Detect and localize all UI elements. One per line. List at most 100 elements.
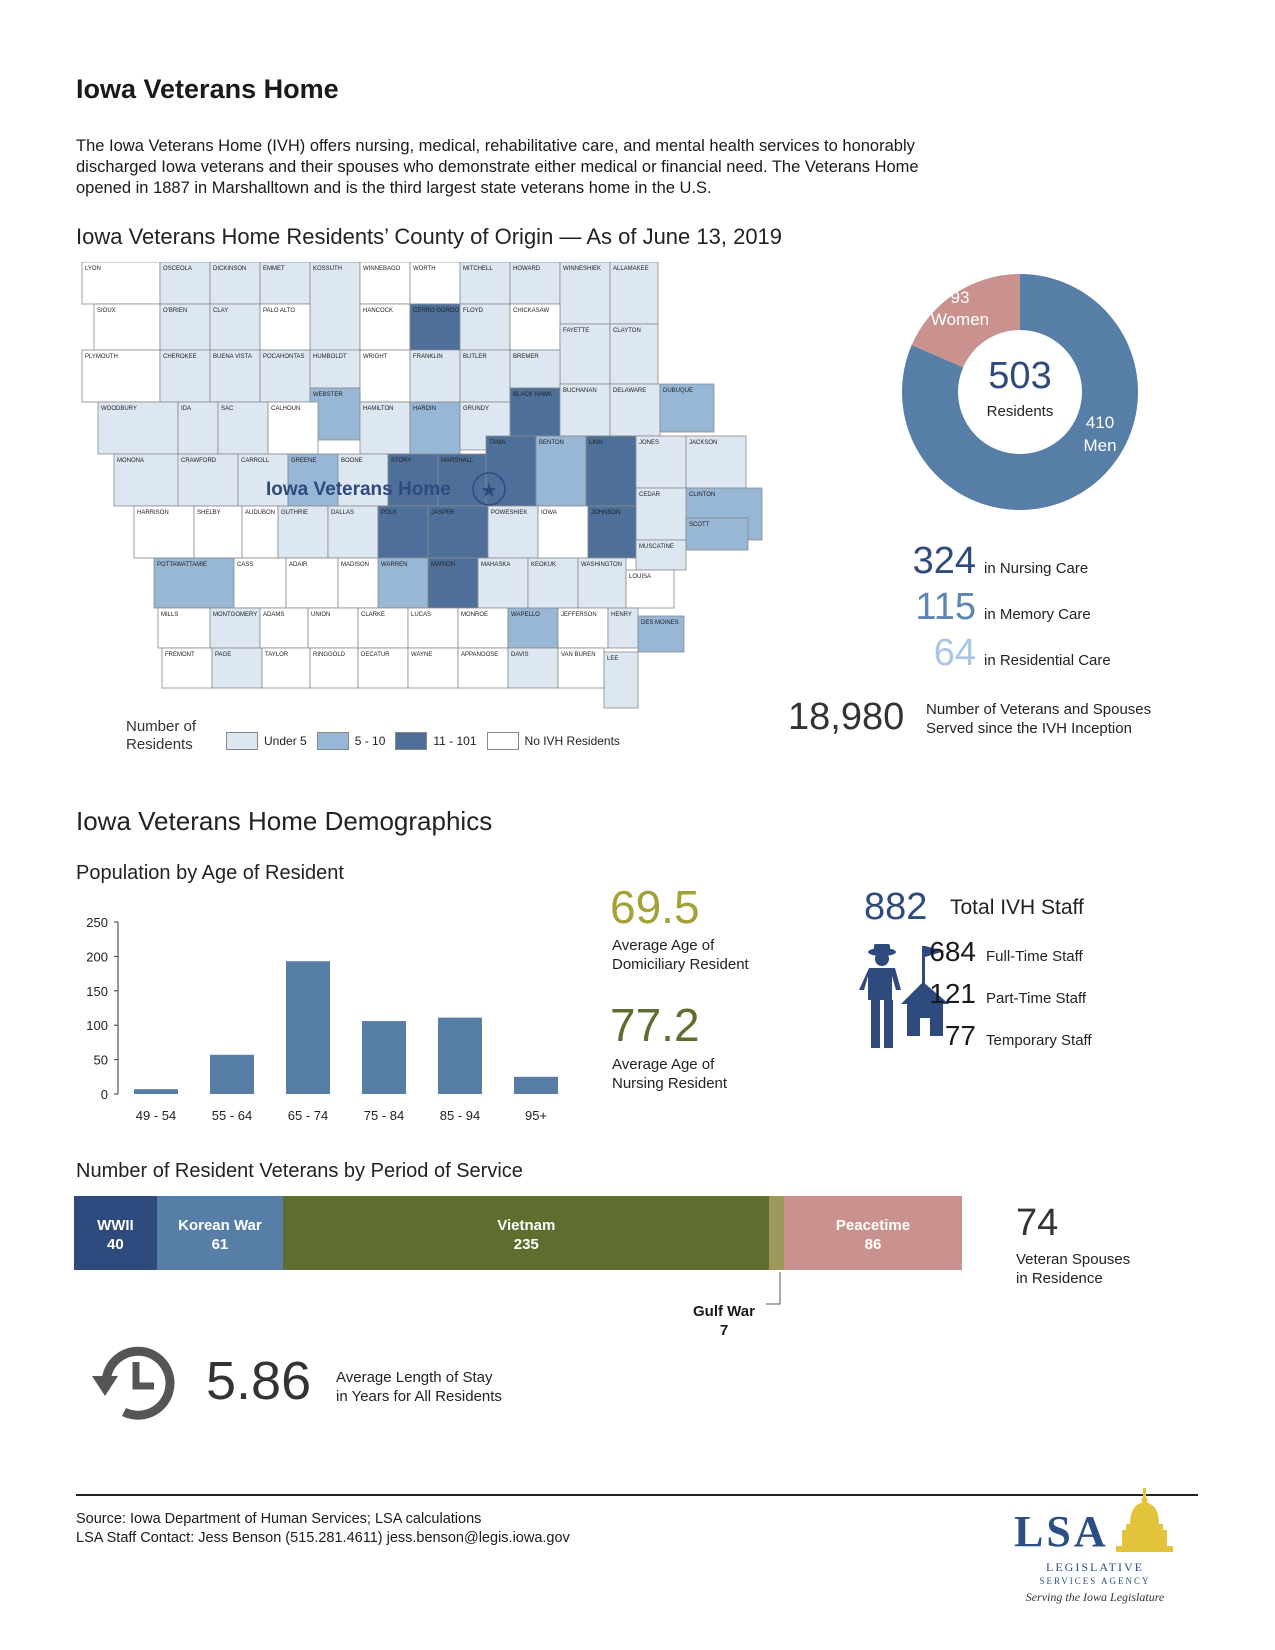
county-label: JACKSON	[689, 440, 717, 446]
county-label: TAYLOR	[265, 652, 289, 658]
service-segment-wwii: WWII 40	[74, 1196, 157, 1270]
served-label: Number of Veterans and Spouses Served si…	[926, 701, 1152, 737]
staff-fulltime-label: Full-Time Staff	[986, 948, 1083, 965]
county-shape	[211, 647, 263, 689]
county-label: LEE	[607, 656, 618, 662]
county-shape	[457, 607, 509, 649]
service-segment-value: 40	[107, 1236, 124, 1253]
age-bar	[134, 1089, 178, 1094]
county-label: DES MOINES	[641, 620, 679, 626]
county-label: VAN BUREN	[561, 652, 596, 658]
staff-temporary-label: Temporary Staff	[986, 1032, 1092, 1049]
county-shape	[559, 383, 611, 437]
county-label: BLACK HAWK	[513, 392, 552, 398]
age-bar	[438, 1017, 482, 1094]
county-label: APPANOOSE	[461, 652, 498, 658]
county-label: BUENA VISTA	[213, 354, 252, 360]
served-value: 18,980	[788, 696, 905, 738]
county-shape	[337, 453, 389, 507]
staff-row-parttime: 121 Part-Time Staff	[900, 978, 1092, 1020]
care-row-residential: 64 in Residential Care	[904, 632, 1111, 678]
county-shape	[359, 303, 411, 351]
county-label: LYON	[85, 266, 101, 272]
logo-letters: LSA	[1014, 1507, 1109, 1556]
county-shape	[97, 401, 179, 455]
county-label: PLYMOUTH	[85, 354, 118, 360]
service-heading: Number of Resident Veterans by Period of…	[76, 1160, 523, 1182]
county-shape	[357, 647, 409, 689]
county-label: WEBSTER	[313, 392, 343, 398]
county-shape	[241, 505, 279, 559]
county-shape	[637, 615, 685, 653]
donut-total-label: Residents	[987, 403, 1054, 420]
age-bar	[210, 1054, 254, 1094]
county-label: POCAHONTAS	[263, 354, 305, 360]
y-tick-label: 200	[86, 949, 108, 964]
county-label: OSCEOLA	[163, 266, 192, 272]
county-shape	[685, 435, 747, 489]
county-label: BUTLER	[463, 354, 487, 360]
y-tick-label: 250	[86, 915, 108, 930]
x-tick-label: 55 - 64	[212, 1108, 252, 1123]
county-label: ADAIR	[289, 562, 308, 568]
stay-value: 5.86	[206, 1351, 312, 1411]
logo-line2: SERVICES AGENCY	[1039, 1576, 1151, 1586]
county-label: WOODBURY	[101, 406, 137, 412]
county-label: CHICKASAW	[513, 308, 549, 314]
care-nursing-label: in Nursing Care	[984, 560, 1089, 577]
county-label: O'BRIEN	[163, 308, 187, 314]
county-label: SIOUX	[97, 308, 116, 314]
logo-tagline: Serving the Iowa Legislature	[1025, 1590, 1165, 1604]
map-heading: Iowa Veterans Home Residents’ County of …	[76, 224, 783, 249]
staff-total-label: Total IVH Staff	[950, 896, 1084, 919]
care-nursing-value: 324	[912, 540, 976, 582]
county-label: JEFFERSON	[561, 612, 597, 618]
county-label: SCOTT	[689, 522, 710, 528]
staff-row-fulltime: 684 Full-Time Staff	[900, 936, 1092, 978]
lsa-logo: LSA LEGISLATIVE SERVICES AGENCY Serving …	[1010, 1484, 1180, 1624]
y-tick-label: 100	[86, 1018, 108, 1033]
county-label: MARSHALL	[441, 458, 474, 464]
donut-women-label: Women	[931, 310, 989, 329]
spouses-label: Veteran Spouses in Residence	[1016, 1251, 1131, 1287]
staff-fulltime-value: 684	[929, 936, 976, 967]
county-shape	[159, 303, 211, 351]
map-legend: Under 5 5 - 10 11 - 101 No IVH Residents	[226, 732, 630, 750]
county-label: WINNESHIEK	[563, 266, 601, 272]
county-shape	[487, 505, 539, 559]
county-shape	[359, 349, 411, 403]
county-shape	[659, 383, 715, 433]
footer-contact: LSA Staff Contact: Jess Benson (515.281.…	[76, 1530, 570, 1546]
y-tick-label: 0	[101, 1087, 108, 1102]
county-label: DELAWARE	[613, 388, 646, 394]
county-label: POWESHIEK	[491, 510, 527, 516]
county-shape	[609, 323, 659, 385]
legend-swatch	[226, 732, 258, 750]
gulf-war-leader-line	[766, 1272, 781, 1305]
county-label: IDA	[181, 406, 191, 412]
service-segment-value: 235	[513, 1236, 539, 1253]
legend-swatch	[316, 732, 349, 750]
spouses-value: 74	[1016, 1202, 1059, 1244]
county-label: LUCAS	[411, 612, 431, 618]
donut-total: 503	[988, 355, 1051, 397]
county-shape	[635, 539, 687, 571]
county-label: DUBUQUE	[663, 388, 693, 394]
county-label: POTTAWATTAMIE	[157, 562, 207, 568]
county-label: MUSCATINE	[639, 544, 674, 550]
county-label: SHELBY	[197, 510, 221, 516]
county-shape	[259, 262, 311, 305]
county-label: TAMA	[489, 440, 505, 446]
county-label: ADAMS	[263, 612, 284, 618]
clock-history-icon	[92, 1346, 175, 1420]
care-row-memory: 115 in Memory Care	[904, 586, 1111, 632]
county-shape	[459, 349, 511, 403]
county-shape	[133, 505, 195, 559]
county-label: GUTHRIE	[281, 510, 308, 516]
legend-item: 11 - 101	[395, 732, 477, 750]
x-tick-label: 95+	[525, 1108, 547, 1123]
county-label: WORTH	[413, 266, 436, 272]
age-bar	[286, 961, 330, 1094]
county-shape	[407, 607, 459, 649]
service-segment-peacetime: Peacetime 86	[783, 1196, 962, 1270]
